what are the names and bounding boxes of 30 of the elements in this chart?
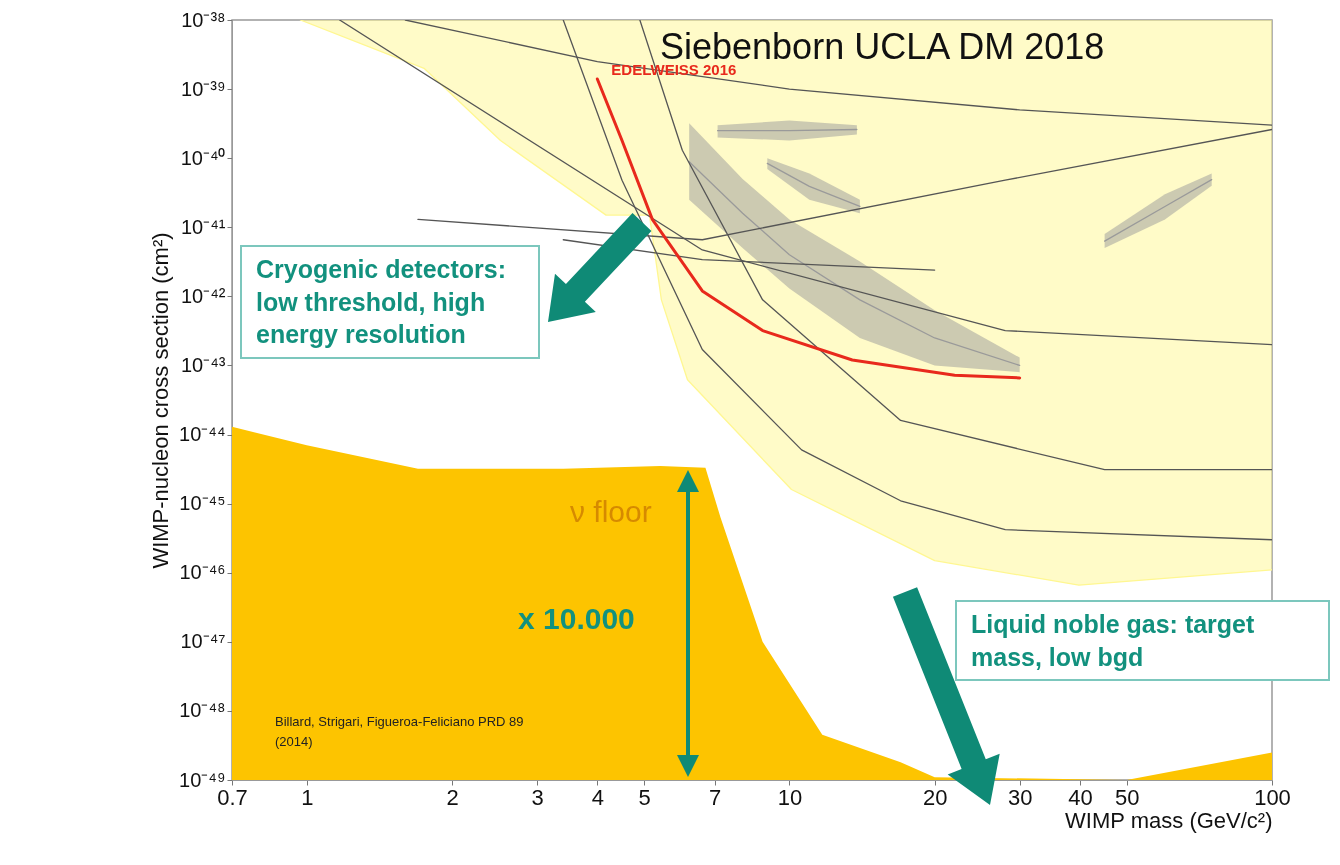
x-tick-label: 20 — [922, 784, 948, 810]
y-axis-title: WIMP-nucleon cross section (cm²) — [148, 232, 174, 569]
y-tick-label: 10⁻³⁹ — [181, 77, 226, 100]
y-tick-label: 10⁻⁴⁰ — [180, 146, 226, 169]
y-tick-label: 10⁻⁴⁷ — [180, 630, 226, 653]
x-tick-label: 100 — [1254, 784, 1291, 810]
x-tick-label: 1 — [301, 784, 314, 810]
x-tick-label: 7 — [709, 784, 722, 810]
y-tick-label: 10⁻⁴³ — [181, 353, 226, 376]
y-tick-label: 10⁻⁴⁶ — [179, 561, 226, 584]
y-tick-label: 10⁻⁴² — [181, 284, 226, 307]
text-box: Liquid noble gas: target mass, low bgd — [955, 600, 1330, 681]
y-tick-label: 10⁻⁴¹ — [181, 215, 226, 238]
y-tick-label: 10⁻³⁸ — [181, 8, 226, 31]
annotation: Billard, Strigari, Figueroa-Feliciano PRD 89 (2014) — [275, 713, 525, 751]
x-tick-label: 4 — [591, 784, 604, 810]
text-box: Cryogenic detectors: low threshold, high energy resolution — [240, 245, 540, 359]
x-tick-label: 2 — [446, 784, 459, 810]
annotation: x 10.000 — [518, 602, 635, 636]
y-tick-label: 10⁻⁴⁸ — [179, 699, 226, 722]
annotation: ν floor — [570, 495, 652, 529]
x-tick-label: 40 — [1068, 784, 1093, 810]
x-tick-label: 10 — [777, 784, 803, 810]
x-axis-title: WIMP mass (GeV/c²) — [1065, 807, 1273, 833]
x-tick-label: 50 — [1114, 784, 1140, 810]
y-tick-label: 10⁻⁴⁴ — [179, 423, 226, 446]
y-tick-label: 10⁻⁴⁵ — [179, 492, 226, 515]
x-tick-label: 3 — [531, 784, 544, 810]
x-tick-label: 30 — [1007, 784, 1033, 810]
x-tick-label: 5 — [638, 784, 651, 810]
